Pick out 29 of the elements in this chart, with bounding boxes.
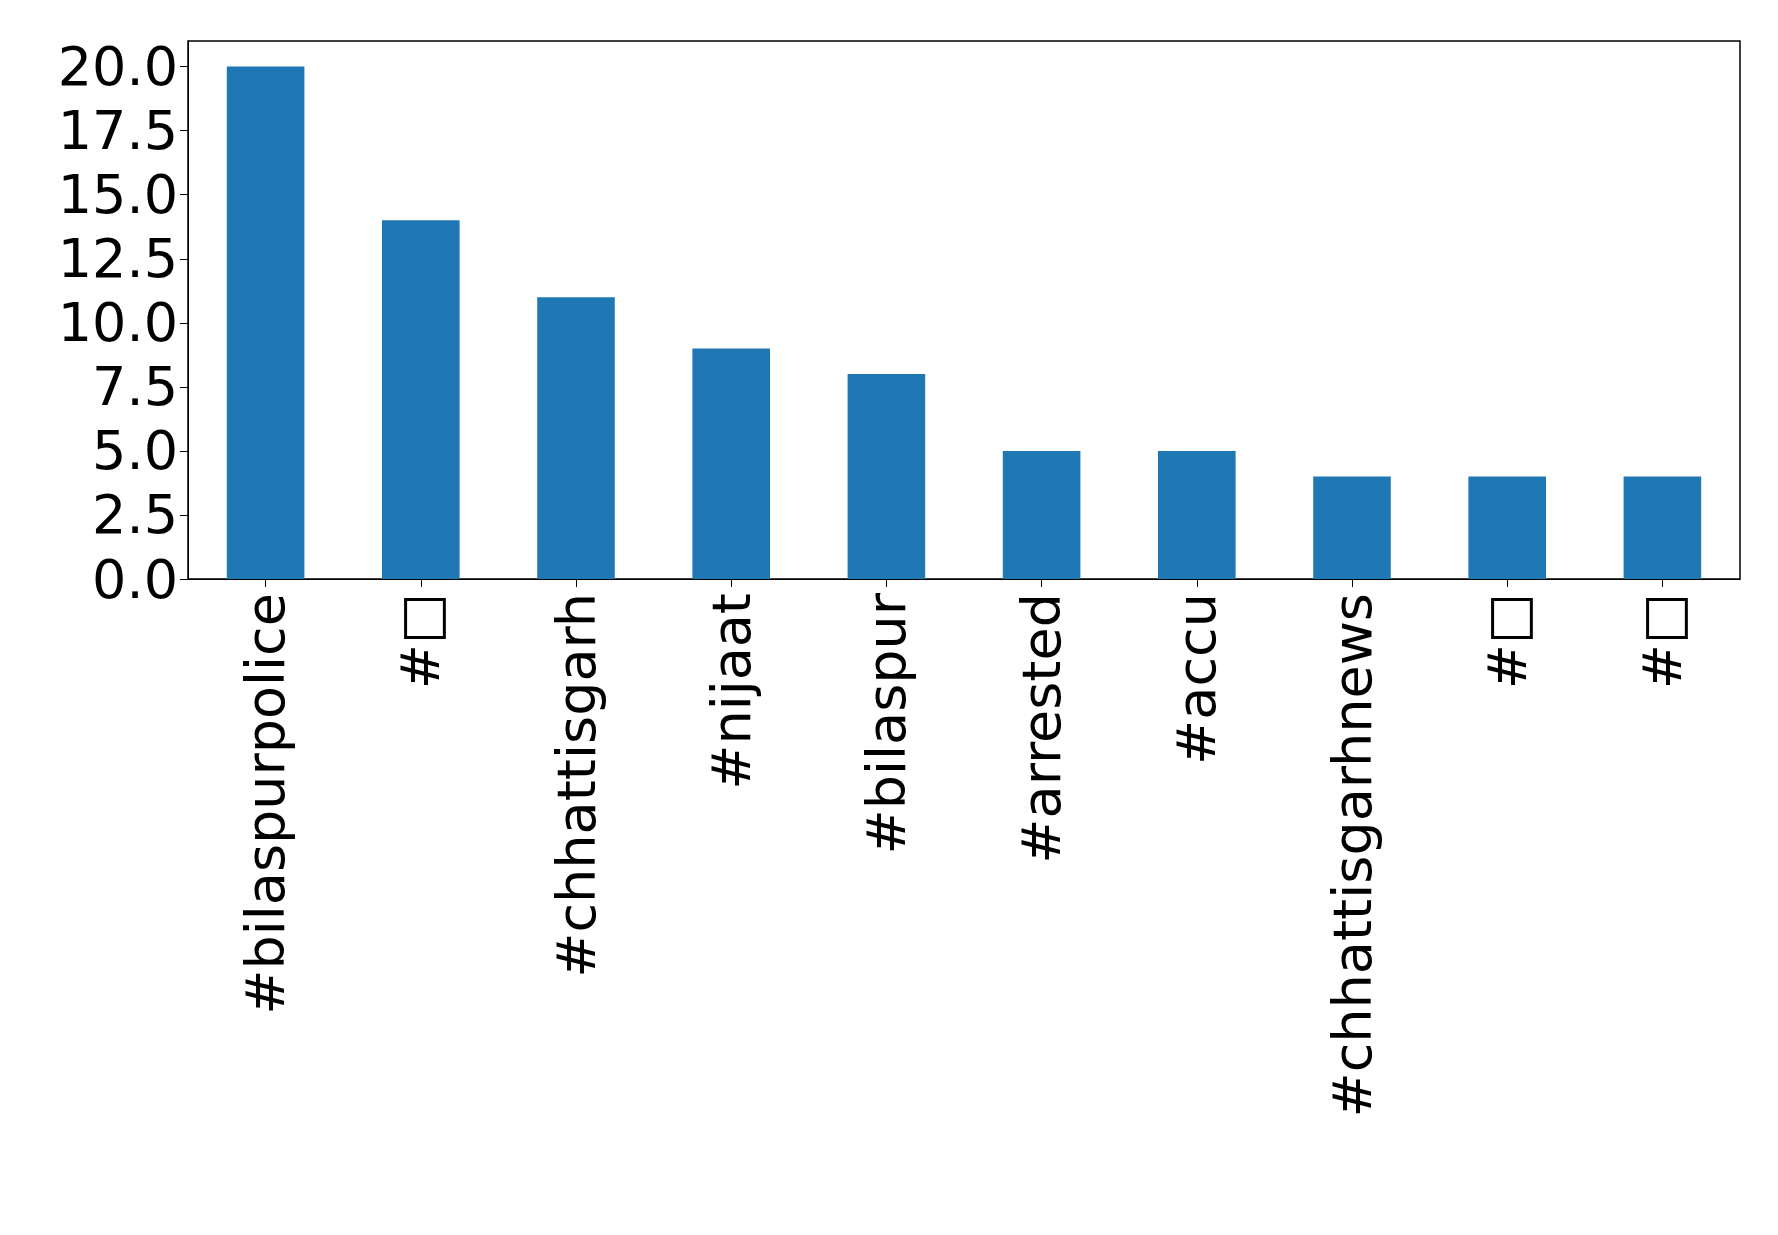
bar [226,66,305,579]
y-tick-label: 12.5 [57,227,178,291]
bar [1623,476,1702,579]
x-tick-label: #□ [1475,593,1539,690]
x-tick-label: #chhattisgarhnews [1320,593,1384,1118]
y-tick-label: 10.0 [57,291,178,355]
x-tick-label: #arrested [1010,593,1074,864]
bar [537,297,615,579]
x-tick-label: #□ [389,593,453,690]
bar [1158,450,1236,579]
x-tick-label: #accu [1165,593,1229,765]
x-tick-label: #bilaspurpolice [234,593,298,1015]
bar [382,220,460,579]
bar [692,348,770,579]
y-tick-label: 2.5 [92,483,178,547]
x-tick-label: #bilaspur [854,592,918,855]
y-tick-label: 0.0 [92,547,178,611]
x-tick-label: #□ [1630,593,1694,690]
y-tick-label: 17.5 [57,99,178,163]
y-tick-label: 5.0 [92,419,178,483]
y-tick-label: 7.5 [92,355,178,419]
x-tick-label: #chhattisgarh [544,593,608,978]
bar [1002,450,1081,579]
y-tick-label: 20.0 [57,35,178,99]
bar [847,374,926,579]
bar [1468,476,1546,579]
y-tick-label: 15.0 [57,163,178,227]
x-tick-label: #nijaat [699,593,763,790]
bar [1313,476,1391,579]
